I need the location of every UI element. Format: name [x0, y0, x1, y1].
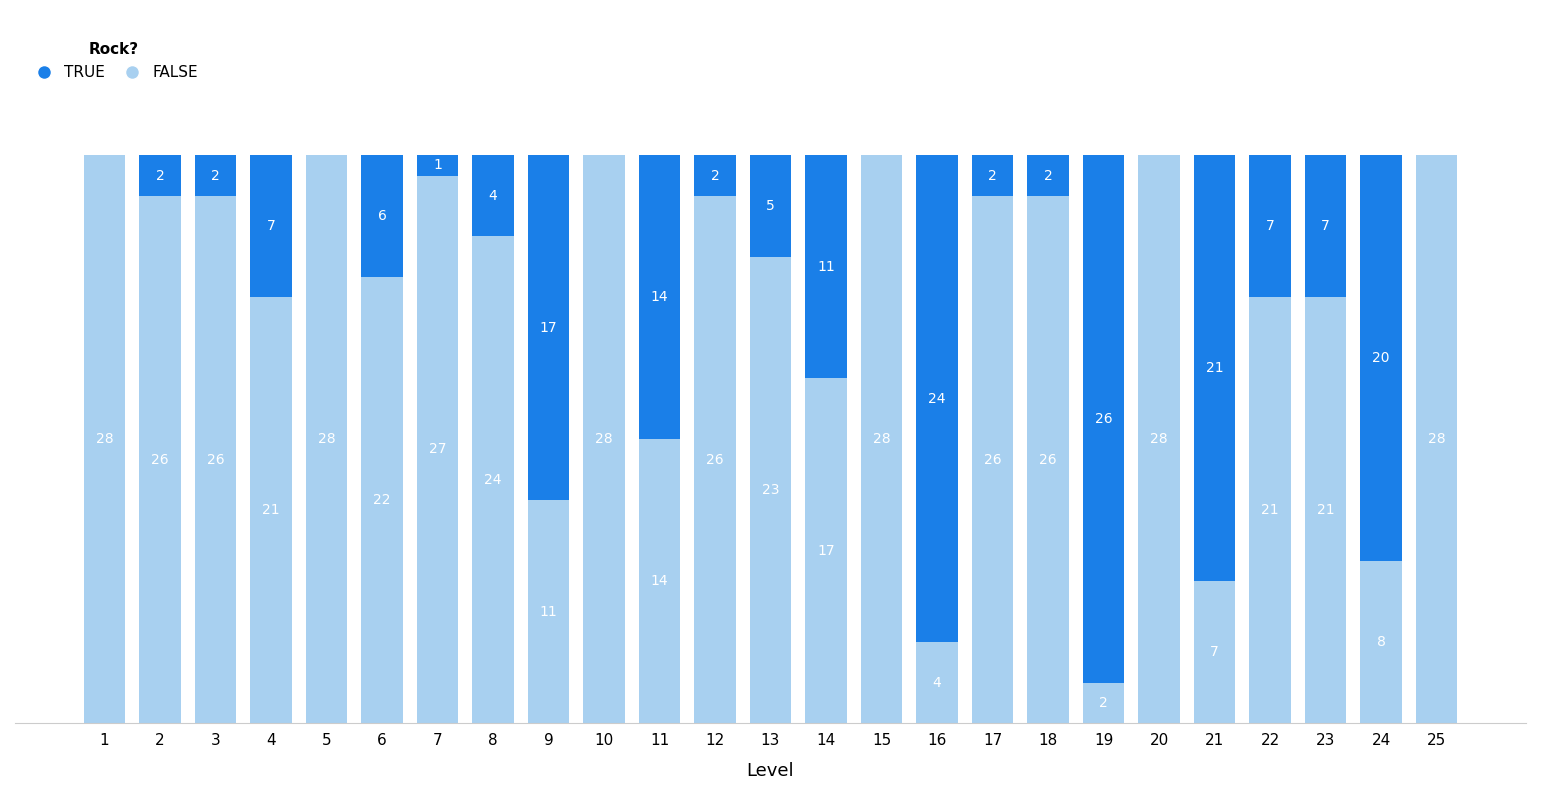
Bar: [416, 176, 458, 723]
Text: 28: 28: [317, 432, 336, 446]
Text: 2: 2: [1043, 169, 1053, 183]
Bar: [972, 155, 1014, 196]
Text: 26: 26: [1094, 412, 1113, 426]
Text: 11: 11: [817, 260, 835, 273]
Bar: [139, 155, 180, 196]
Bar: [527, 155, 569, 500]
Text: 2: 2: [710, 169, 720, 183]
Text: 28: 28: [595, 432, 613, 446]
Text: 28: 28: [872, 432, 891, 446]
Text: 28: 28: [96, 432, 114, 446]
Bar: [693, 196, 735, 723]
Bar: [806, 155, 848, 378]
Text: 23: 23: [761, 483, 780, 497]
Text: 26: 26: [1039, 452, 1057, 467]
Text: 24: 24: [928, 392, 946, 405]
Text: 26: 26: [206, 452, 225, 467]
Text: 26: 26: [151, 452, 170, 467]
Text: 26: 26: [983, 452, 1002, 467]
Text: 2: 2: [1099, 696, 1108, 710]
Bar: [1083, 683, 1125, 723]
Bar: [806, 378, 848, 723]
Text: 7: 7: [1210, 646, 1219, 659]
Bar: [1250, 155, 1291, 297]
Text: 14: 14: [650, 290, 669, 304]
Bar: [1083, 155, 1125, 683]
Bar: [749, 155, 792, 257]
Bar: [1305, 155, 1347, 297]
Bar: [472, 155, 513, 236]
Text: 24: 24: [484, 473, 502, 487]
Bar: [1361, 155, 1402, 561]
Bar: [1305, 297, 1347, 723]
Bar: [1361, 561, 1402, 723]
Text: 21: 21: [1316, 503, 1335, 518]
Text: 17: 17: [817, 544, 835, 558]
Bar: [861, 155, 903, 723]
Text: 28: 28: [1427, 432, 1445, 446]
Bar: [1194, 155, 1236, 581]
Bar: [638, 440, 680, 723]
Bar: [972, 196, 1014, 723]
Text: 8: 8: [1376, 635, 1385, 650]
Text: 2: 2: [988, 169, 997, 183]
Bar: [1416, 155, 1458, 723]
Text: 2: 2: [156, 169, 165, 183]
Bar: [472, 236, 513, 723]
Bar: [693, 155, 735, 196]
Bar: [527, 500, 569, 723]
Text: 11: 11: [539, 605, 558, 619]
Bar: [917, 155, 959, 642]
Text: 21: 21: [1261, 503, 1279, 518]
Text: 21: 21: [262, 503, 280, 518]
Bar: [194, 155, 236, 196]
Bar: [139, 196, 180, 723]
Text: 17: 17: [539, 320, 558, 335]
Text: 2: 2: [211, 169, 220, 183]
Text: 28: 28: [1150, 432, 1168, 446]
Bar: [1139, 155, 1180, 723]
Text: 4: 4: [488, 188, 498, 203]
Bar: [749, 257, 792, 723]
Bar: [1250, 297, 1291, 723]
Bar: [250, 155, 291, 297]
Text: 4: 4: [932, 676, 942, 690]
Text: 1: 1: [433, 158, 442, 173]
Text: 26: 26: [706, 452, 724, 467]
Bar: [194, 196, 236, 723]
Bar: [1028, 196, 1069, 723]
Bar: [1028, 155, 1069, 196]
Bar: [361, 277, 402, 723]
Text: 22: 22: [373, 493, 391, 507]
Text: 7: 7: [1321, 219, 1330, 233]
Text: 20: 20: [1371, 351, 1390, 365]
Text: 7: 7: [1265, 219, 1274, 233]
Text: 7: 7: [267, 219, 276, 233]
Text: 21: 21: [1205, 361, 1224, 375]
Bar: [361, 155, 402, 277]
Text: 6: 6: [378, 209, 387, 223]
Bar: [917, 642, 959, 723]
Bar: [416, 155, 458, 176]
X-axis label: Level: Level: [747, 762, 794, 780]
Bar: [83, 155, 125, 723]
Text: 27: 27: [428, 443, 447, 456]
Bar: [250, 297, 291, 723]
Text: 5: 5: [766, 199, 775, 213]
Bar: [305, 155, 347, 723]
Bar: [1194, 581, 1236, 723]
Bar: [638, 155, 680, 440]
Bar: [582, 155, 624, 723]
Legend: TRUE, FALSE: TRUE, FALSE: [23, 37, 203, 86]
Text: 14: 14: [650, 574, 669, 588]
